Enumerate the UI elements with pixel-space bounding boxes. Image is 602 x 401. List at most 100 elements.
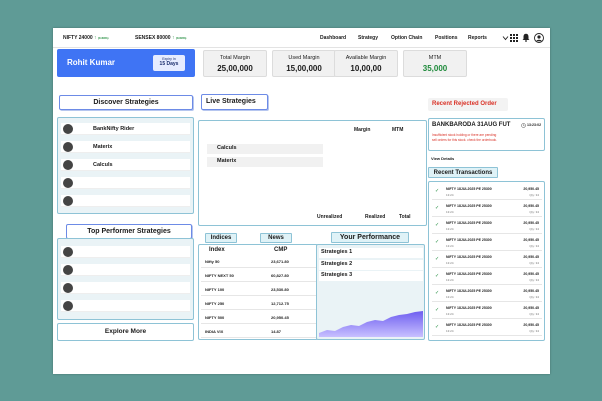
performer-item[interactable] (61, 264, 190, 276)
top-performer-panel (57, 238, 194, 320)
nav-dashboard[interactable]: Dashboard (320, 35, 347, 41)
margin-value: 15,00,000 (286, 64, 322, 73)
tx-time: 13:24 (446, 295, 454, 299)
performer-avatar (63, 265, 73, 275)
check-icon: ✓ (435, 307, 440, 313)
chevron-down-icon[interactable] (502, 35, 509, 41)
transaction-row[interactable]: ✓ NIFTY 18JUL2025 PE 25300 13:24 20,950.45 Q… (432, 235, 542, 251)
transaction-row[interactable]: ✓ NIFTY 18JUL2025 PE 25300 13:24 20,950.45 Q… (432, 218, 542, 234)
nav-strategy[interactable]: Strategy (358, 35, 379, 41)
tx-qty: Qty: 34 (529, 312, 539, 316)
transaction-row[interactable]: ✓ NIFTY 18JUL2025 PE 25300 13:24 20,950.45 Q… (432, 269, 542, 285)
tx-qty: Qty: 34 (529, 295, 539, 299)
strategy-item[interactable]: BankNifty Rider (61, 123, 190, 135)
rejected-message-line: sell orders for this stock. check the or… (432, 137, 498, 142)
tx-price: 20,950.45 (523, 204, 539, 208)
tx-name: NIFTY 18JUL2025 PE 25300 (446, 221, 492, 225)
tx-price: 20,950.45 (523, 255, 539, 259)
explore-more-button[interactable]: Explore More (57, 323, 194, 341)
margin-label: Total Margin (220, 55, 250, 61)
user-icon[interactable] (534, 33, 544, 43)
transaction-row[interactable]: ✓ NIFTY 18JUL2025 PE 25300 13:24 20,950.45 Q… (432, 303, 542, 319)
live-strategies-title: Live Strategies (201, 94, 268, 110)
view-details-link[interactable]: View Details (431, 156, 455, 161)
strategy-avatar (63, 196, 73, 206)
col-index: Index (209, 247, 225, 253)
your-performance-title: Your Performance (331, 232, 409, 243)
performance-row[interactable]: Strategies 3 (319, 271, 423, 281)
sensex-label: SENSEX 80000 (135, 35, 171, 41)
performer-avatar (63, 247, 73, 257)
margin-label: MTM (428, 55, 442, 61)
strategy-avatar (63, 160, 73, 170)
strategy-item[interactable] (61, 195, 190, 207)
performer-item[interactable] (61, 282, 190, 294)
check-icon: ✓ (435, 290, 440, 296)
sensex-change: (0.69%) (175, 36, 187, 40)
tx-price: 20,950.45 (523, 289, 539, 293)
index-row[interactable]: NIFTY 100 23,530.80 (201, 283, 317, 296)
nav-reports[interactable]: Reports (468, 35, 487, 41)
tx-name: NIFTY 18JUL2025 PE 25300 (446, 323, 492, 327)
index-cmp: 23,530.80 (271, 287, 289, 292)
index-row[interactable]: INDIA VIX 14.87 (201, 325, 317, 338)
live-strategy-row[interactable]: Materix (207, 157, 323, 167)
tx-time: 13:24 (446, 227, 454, 231)
rejected-order-card[interactable]: BANKBARODA 31AUG FUT 13:23:02 Insufficie… (428, 118, 545, 151)
tx-time: 13:24 (446, 278, 454, 282)
tx-name: NIFTY 18JUL2025 PE 25300 (446, 306, 492, 310)
bell-icon[interactable] (522, 33, 530, 42)
transaction-row[interactable]: ✓ NIFTY 18JUL2025 PE 25300 13:24 20,950.45 Q… (432, 320, 542, 336)
tx-name: NIFTY 18JUL2025 PE 25300 (446, 255, 492, 259)
rejected-time: 13:23:02 (527, 123, 542, 127)
index-row[interactable]: NIFTY NEXT 50 60,827.80 (201, 269, 317, 282)
performer-item[interactable] (61, 246, 190, 258)
tab-indices[interactable]: Indices (205, 233, 237, 243)
index-row[interactable]: NIFTY 250 12,712.75 (201, 297, 317, 310)
index-cmp: 12,712.75 (271, 301, 289, 306)
strategy-item[interactable]: Calculs (61, 159, 190, 171)
check-icon: ✓ (435, 239, 440, 245)
index-name: NIFTY 100 (205, 287, 225, 292)
grid-icon[interactable] (510, 34, 518, 42)
discover-strategies-panel: BankNifty Rider Materix Calculs (57, 117, 194, 214)
rejected-message: Insufficient stock holding or there are … (432, 133, 497, 142)
index-name: INDIA VIX (205, 329, 224, 334)
strategy-name: Materix (93, 144, 113, 150)
index-name: Nifty 50 (205, 259, 220, 264)
transaction-row[interactable]: ✓ NIFTY 18JUL2025 PE 25300 13:24 20,950.45 Q… (432, 184, 542, 200)
clock-icon (521, 123, 526, 128)
performance-row[interactable]: Strategies 2 (319, 260, 423, 270)
index-cmp: 60,827.80 (271, 273, 289, 278)
index-row[interactable]: Nifty 50 23,671.80 (201, 255, 317, 268)
index-row[interactable]: NIFTY 500 20,950.45 (201, 311, 317, 324)
nav-option-chain[interactable]: Option Chain (391, 35, 423, 41)
total-margin-card: Total Margin 25,00,000 (203, 50, 267, 77)
transaction-row[interactable]: ✓ NIFTY 18JUL2025 PE 25300 13:24 20,950.45 Q… (432, 286, 542, 302)
nav-positions[interactable]: Positions (435, 35, 458, 41)
index-cmp: 20,950.45 (271, 315, 289, 320)
strategy-item[interactable]: Materix (61, 141, 190, 153)
tx-qty: Qty: 34 (529, 329, 539, 333)
live-strategy-row[interactable]: Calculs (207, 144, 323, 154)
performance-area-chart (319, 311, 423, 337)
used-margin-card: Used Margin 15,00,000 (272, 50, 336, 77)
strategy-item[interactable] (61, 177, 190, 189)
tab-news[interactable]: News (260, 233, 292, 243)
tx-price: 20,950.45 (523, 323, 539, 327)
col-cmp: CMP (274, 247, 288, 253)
profile-card: Rohit Kumar Expiry In 15 Days (57, 49, 195, 77)
expiry-badge: Expiry In 15 Days (153, 55, 185, 71)
nifty-ticker: NIFTY 24000 ↑ (0.69%) (63, 35, 108, 41)
performer-item[interactable] (61, 300, 190, 312)
index-cmp: 23,671.80 (271, 259, 289, 264)
nifty-change: (0.69%) (97, 36, 109, 40)
strategy-name: Calculs (93, 162, 113, 168)
tx-qty: Qty: 34 (529, 278, 539, 282)
recent-transactions-title: Recent Transactions (428, 167, 498, 178)
transaction-row[interactable]: ✓ NIFTY 18JUL2025 PE 25300 13:24 20,950.45 Q… (432, 252, 542, 268)
performance-row[interactable]: Strategies 1 (319, 248, 423, 258)
tx-price: 20,950.45 (523, 221, 539, 225)
performer-avatar (63, 283, 73, 293)
transaction-row[interactable]: ✓ NIFTY 18JUL2025 PE 25300 13:24 20,950.45 Q… (432, 201, 542, 217)
